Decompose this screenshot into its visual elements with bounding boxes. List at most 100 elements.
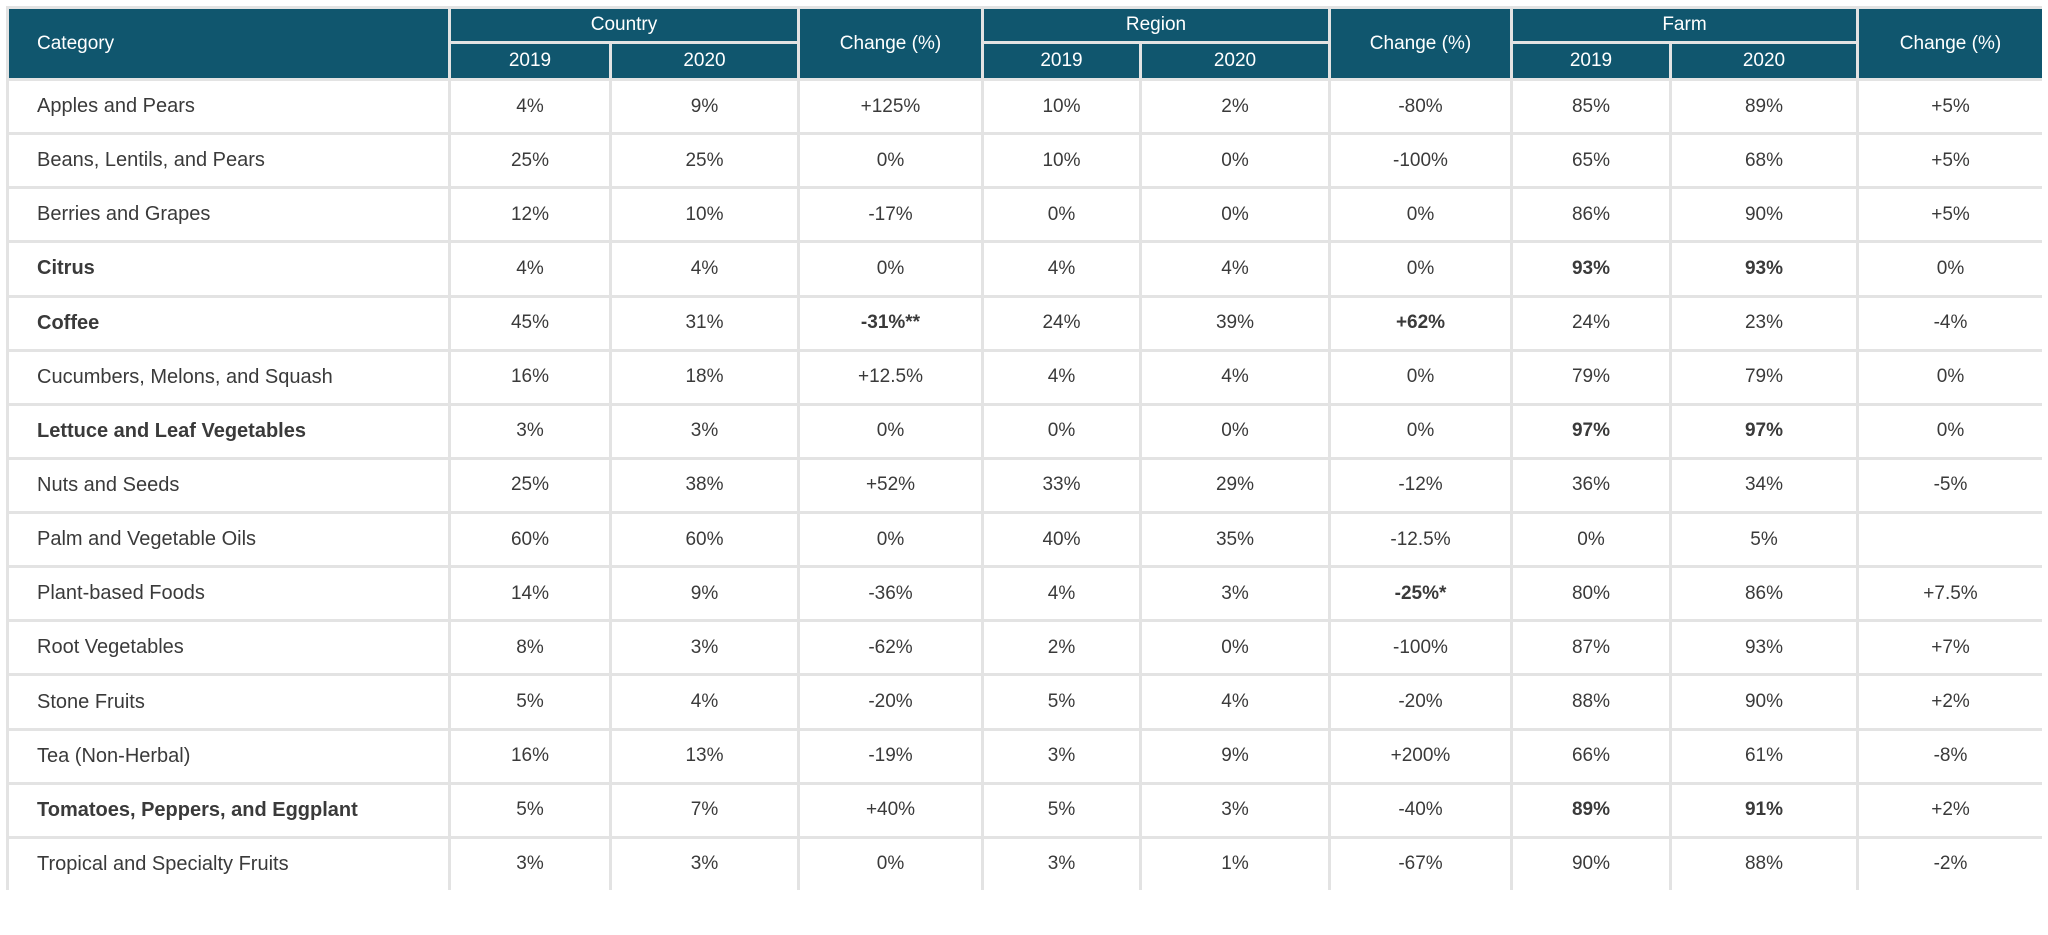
subheader-cell: 2019 <box>1513 44 1669 78</box>
table-cell: 2% <box>1142 81 1328 133</box>
table-cell: 3% <box>1142 568 1328 620</box>
table-cell: 79% <box>1672 351 1856 403</box>
row-label: Root Vegetables <box>9 622 448 674</box>
table-cell: -67% <box>1331 838 1510 890</box>
group-header: Farm <box>1513 9 1856 41</box>
table-cell: -8% <box>1859 730 2042 782</box>
row-label: Berries and Grapes <box>9 189 448 241</box>
table-cell: 79% <box>1513 351 1669 403</box>
table-cell: 0% <box>1142 405 1328 457</box>
table-cell: 3% <box>984 838 1139 890</box>
table-cell: 10% <box>984 135 1139 187</box>
table-cell: 3% <box>984 730 1139 782</box>
table-cell: -100% <box>1331 622 1510 674</box>
table-cell: 39% <box>1142 297 1328 349</box>
table-cell: 80% <box>1513 568 1669 620</box>
table-cell: 68% <box>1672 135 1856 187</box>
table-cell: 31% <box>612 297 797 349</box>
table-cell: 36% <box>1513 459 1669 512</box>
table-cell: 34% <box>1672 459 1856 512</box>
table-cell: -62% <box>800 622 981 674</box>
table-cell: 9% <box>612 81 797 133</box>
row-label: Tomatoes, Peppers, and Eggplant <box>9 784 448 836</box>
table-cell: 13% <box>612 730 797 782</box>
table-cell: 25% <box>451 459 609 512</box>
table-cell <box>1859 514 2042 566</box>
row-label: Tea (Non-Herbal) <box>9 730 448 782</box>
table-cell: +125% <box>800 81 981 133</box>
header-cell: Change (%) <box>1331 9 1510 78</box>
table-cell: 3% <box>451 838 609 890</box>
row-label: Palm and Vegetable Oils <box>9 514 448 566</box>
table-cell: -12.5% <box>1331 514 1510 566</box>
table-cell: 90% <box>1672 189 1856 241</box>
table-cell: 0% <box>984 189 1139 241</box>
table-cell: 0% <box>800 838 981 890</box>
table-cell: 29% <box>1142 459 1328 512</box>
table-cell: 24% <box>1513 297 1669 349</box>
table-cell: 3% <box>451 405 609 457</box>
table-cell: 0% <box>800 405 981 457</box>
table-cell: 3% <box>1142 784 1328 836</box>
table-cell: 4% <box>612 243 797 295</box>
table-cell: 23% <box>1672 297 1856 349</box>
table-cell: 4% <box>984 351 1139 403</box>
table-cell: +7.5% <box>1859 568 2042 620</box>
table-cell: -5% <box>1859 459 2042 512</box>
table-cell: 4% <box>984 568 1139 620</box>
table-cell: 9% <box>612 568 797 620</box>
table-cell: +12.5% <box>800 351 981 403</box>
subheader-cell: 2020 <box>612 44 797 78</box>
row-label: Stone Fruits <box>9 676 448 728</box>
table-cell: 91% <box>1672 784 1856 836</box>
row-label: Lettuce and Leaf Vegetables <box>9 405 448 457</box>
table-cell: +2% <box>1859 784 2042 836</box>
table-cell: 0% <box>1331 405 1510 457</box>
table-cell: -36% <box>800 568 981 620</box>
table-cell: 66% <box>1513 730 1669 782</box>
group-header: Region <box>984 9 1328 41</box>
table-cell: 88% <box>1513 676 1669 728</box>
table-cell: 14% <box>451 568 609 620</box>
table-cell: 89% <box>1672 81 1856 133</box>
table-cell: 5% <box>984 784 1139 836</box>
table-cell: -80% <box>1331 81 1510 133</box>
group-header: Country <box>451 9 797 41</box>
subheader-cell: 2019 <box>984 44 1139 78</box>
table-cell: -12% <box>1331 459 1510 512</box>
table-cell: 0% <box>1142 135 1328 187</box>
table-cell: 0% <box>1859 351 2042 403</box>
table-cell: 4% <box>1142 351 1328 403</box>
table-cell: +5% <box>1859 81 2042 133</box>
table-cell: +62% <box>1331 297 1510 349</box>
table-cell: +52% <box>800 459 981 512</box>
table-cell: 90% <box>1672 676 1856 728</box>
table-cell: 4% <box>1142 676 1328 728</box>
table-cell: -31%** <box>800 297 981 349</box>
row-label: Apples and Pears <box>9 81 448 133</box>
table-cell: +5% <box>1859 135 2042 187</box>
table-cell: 3% <box>612 622 797 674</box>
table-cell: -17% <box>800 189 981 241</box>
table-cell: 16% <box>451 730 609 782</box>
table-cell: +40% <box>800 784 981 836</box>
table-cell: 93% <box>1672 622 1856 674</box>
table-cell: 24% <box>984 297 1139 349</box>
table-cell: 5% <box>984 676 1139 728</box>
table-cell: 0% <box>1859 243 2042 295</box>
table-cell: 86% <box>1513 189 1669 241</box>
table-cell: 85% <box>1513 81 1669 133</box>
table-cell: 87% <box>1513 622 1669 674</box>
table-cell: 45% <box>451 297 609 349</box>
header-cell: Change (%) <box>1859 9 2042 78</box>
row-label: Plant-based Foods <box>9 568 448 620</box>
table-cell: 65% <box>1513 135 1669 187</box>
table-cell: +5% <box>1859 189 2042 241</box>
header-cell: Change (%) <box>800 9 981 78</box>
row-label: Coffee <box>9 297 448 349</box>
data-table: Category Country 2019 2020 Change (%) Region 2… <box>6 6 2042 890</box>
table-cell: 4% <box>451 81 609 133</box>
table-cell: +200% <box>1331 730 1510 782</box>
subheader-cell: 2020 <box>1142 44 1328 78</box>
table-cell: 7% <box>612 784 797 836</box>
